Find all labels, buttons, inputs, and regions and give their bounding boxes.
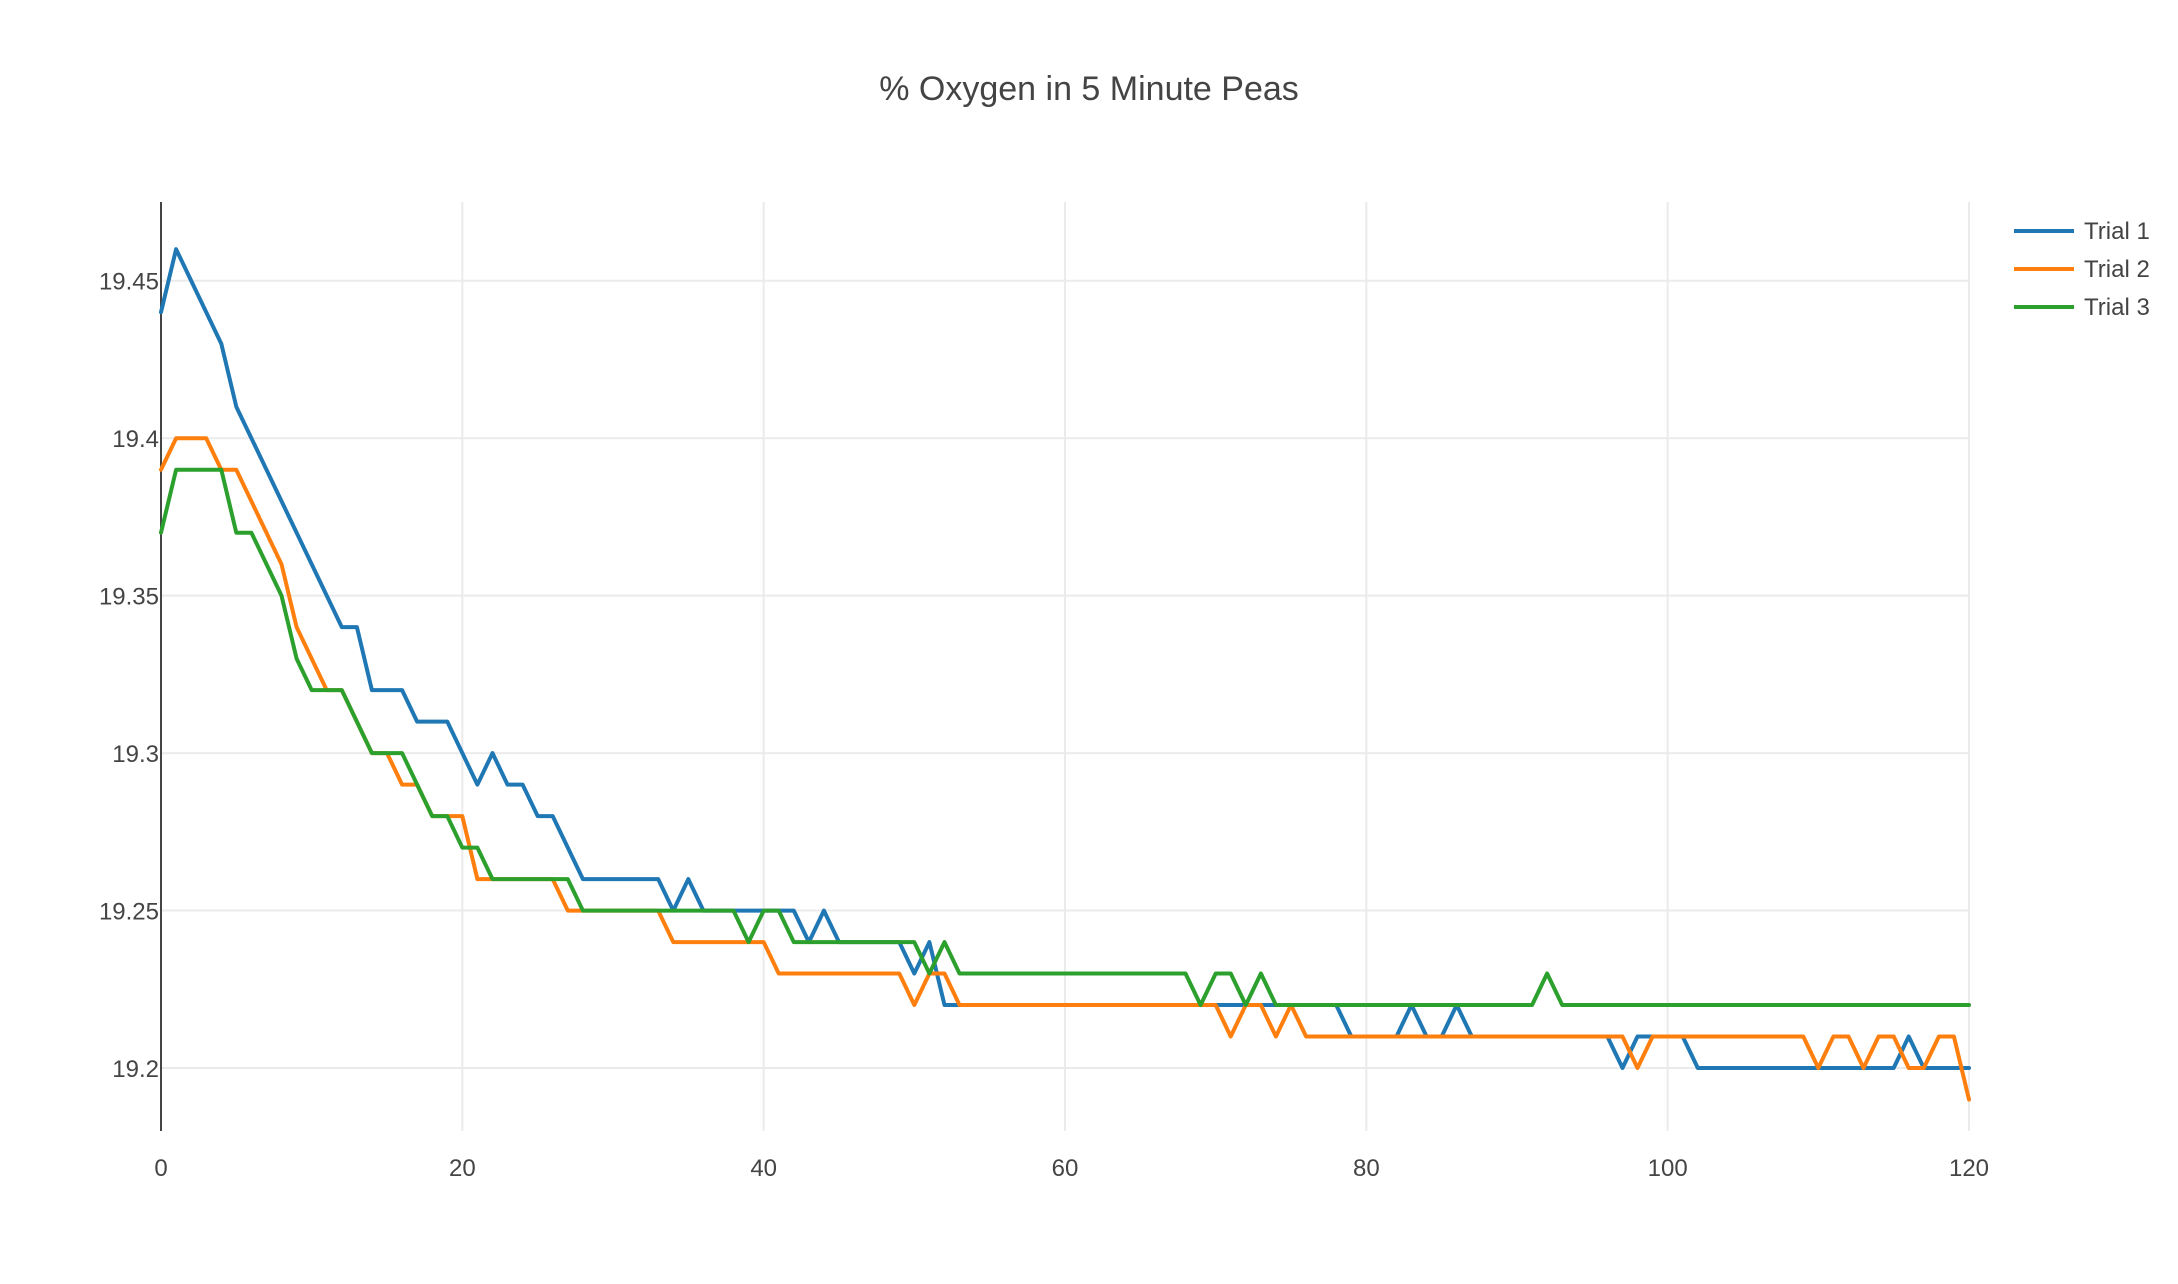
x-tick-label: 100 [1648,1155,1688,1182]
x-tick-label: 120 [1949,1155,1989,1182]
x-tick-label: 0 [154,1155,167,1182]
x-tick-label: 60 [1052,1155,1079,1182]
gridlines [161,202,1970,1131]
chart-title: % Oxygen in 5 Minute Peas [879,70,1299,108]
legend-item-trial-2[interactable]: Trial 2 [2014,256,2150,283]
x-tick-label: 40 [750,1155,777,1182]
x-tick-label: 80 [1353,1155,1380,1182]
y-tick-label: 19.3 [112,741,159,768]
legend-label: Trial 2 [2084,256,2150,283]
y-tick-label: 19.4 [112,426,159,453]
legend-item-trial-3[interactable]: Trial 3 [2014,294,2150,321]
series-line-trial-3 [159,467,1971,1007]
y-tick-label: 19.25 [99,899,159,926]
y-tick-label: 19.45 [99,269,159,296]
x-tick-label: 20 [449,1155,476,1182]
series-lines [159,247,1971,1102]
y-tick-label: 19.2 [112,1056,159,1083]
legend-item-trial-1[interactable]: Trial 1 [2014,218,2150,245]
legend-label: Trial 3 [2084,294,2150,321]
legend[interactable]: Trial 1 Trial 2 Trial 3 [2014,218,2150,321]
legend-label: Trial 1 [2084,218,2150,245]
y-tick-label: 19.35 [99,584,159,611]
axes: 0 20 40 60 80 100 120 19.2 19.25 19.3 19.35 19.4 19.… [99,202,1989,1182]
